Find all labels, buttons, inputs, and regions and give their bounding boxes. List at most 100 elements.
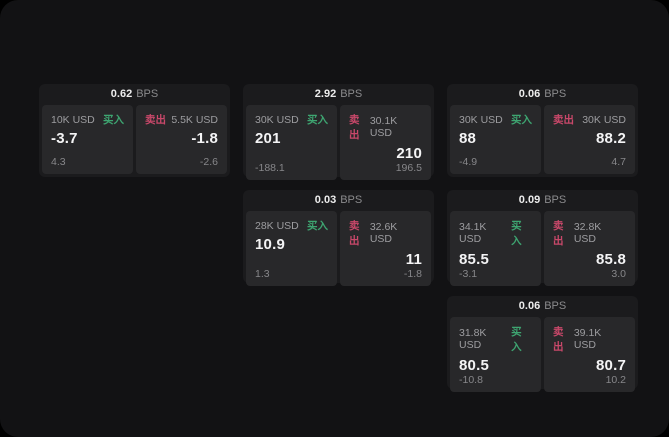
buy-panel-header: 10K USD 买入 bbox=[51, 112, 124, 127]
buy-panel-header: 30K USD 买入 bbox=[255, 112, 328, 127]
sell-amount: 5.5K USD bbox=[171, 113, 218, 126]
sell-panel-header: 卖出 32.8K USD bbox=[553, 218, 626, 248]
quote-card: 0.03 BPS 28K USD 买入 10.9 1.3 卖出 32.6K US… bbox=[243, 190, 434, 286]
bps-unit: BPS bbox=[340, 194, 363, 206]
bps-value: 2.92 bbox=[314, 88, 337, 100]
sell-panel[interactable]: 卖出 5.5K USD -1.8 -2.6 bbox=[136, 105, 227, 174]
quote-panels: 10K USD 买入 -3.7 4.3 卖出 5.5K USD -1.8 -2.… bbox=[42, 105, 227, 174]
buy-change: -3.1 bbox=[459, 268, 478, 280]
sell-change: -2.6 bbox=[199, 156, 218, 168]
sell-panel[interactable]: 卖出 30K USD 88.2 4.7 bbox=[544, 105, 635, 174]
buy-panel-header: 28K USD 买入 bbox=[255, 218, 328, 233]
quote-card: 0.06 BPS 31.8K USD 买入 80.5 -10.8 卖出 39.1… bbox=[447, 296, 638, 392]
buy-amount: 34.1K USD bbox=[459, 221, 487, 245]
sell-panel-header: 卖出 30.1K USD bbox=[349, 112, 422, 142]
buy-panel[interactable]: 31.8K USD 买入 80.5 -10.8 bbox=[450, 317, 541, 392]
buy-price: -3.7 bbox=[51, 130, 78, 147]
quote-panels: 34.1K USD 买入 85.5 -3.1 卖出 32.8K USD 85.8… bbox=[450, 211, 635, 286]
buy-tag: 买入 bbox=[511, 114, 532, 126]
buy-panel[interactable]: 28K USD 买入 10.9 1.3 bbox=[246, 211, 337, 286]
card-title: 2.92 BPS bbox=[246, 84, 431, 105]
buy-amount: 30K USD bbox=[255, 113, 299, 126]
sell-amount: 32.6K USD bbox=[369, 221, 398, 245]
buy-amount: 28K USD bbox=[255, 219, 299, 232]
sell-tag: 卖出 bbox=[349, 114, 360, 141]
bps-value: 0.06 bbox=[518, 300, 541, 312]
sell-price: -1.8 bbox=[191, 130, 218, 147]
bps-unit: BPS bbox=[544, 194, 567, 206]
bps-value: 0.09 bbox=[518, 194, 541, 206]
sell-panel[interactable]: 卖出 39.1K USD 80.7 10.2 bbox=[544, 317, 635, 392]
sell-price: 88.2 bbox=[596, 130, 626, 147]
buy-price: 80.5 bbox=[459, 357, 489, 374]
sell-panel[interactable]: 卖出 32.6K USD 11 -1.8 bbox=[340, 211, 431, 286]
sell-price: 11 bbox=[405, 251, 422, 268]
buy-change: -10.8 bbox=[459, 374, 483, 386]
bps-unit: BPS bbox=[340, 88, 363, 100]
sell-change: 4.7 bbox=[611, 156, 626, 168]
quote-panels: 31.8K USD 买入 80.5 -10.8 卖出 39.1K USD 80.… bbox=[450, 317, 635, 392]
sell-tag: 卖出 bbox=[553, 326, 564, 353]
quote-panels: 28K USD 买入 10.9 1.3 卖出 32.6K USD 11 -1.8 bbox=[246, 211, 431, 286]
sell-change: 196.5 bbox=[395, 162, 422, 174]
buy-amount: 10K USD bbox=[51, 113, 95, 126]
sell-panel[interactable]: 卖出 32.8K USD 85.8 3.0 bbox=[544, 211, 635, 286]
buy-panel-header: 31.8K USD 买入 bbox=[459, 324, 532, 354]
bps-value: 0.06 bbox=[518, 88, 541, 100]
buy-tag: 买入 bbox=[307, 220, 328, 232]
buy-price: 88 bbox=[459, 130, 477, 147]
buy-tag: 买入 bbox=[103, 114, 124, 126]
card-title: 0.03 BPS bbox=[246, 190, 431, 211]
sell-tag: 卖出 bbox=[349, 220, 360, 247]
card-title: 0.62 BPS bbox=[42, 84, 227, 105]
sell-price: 210 bbox=[396, 145, 422, 162]
bps-unit: BPS bbox=[544, 300, 567, 312]
buy-price: 85.5 bbox=[459, 251, 489, 268]
bps-value: 0.03 bbox=[314, 194, 337, 206]
sell-panel[interactable]: 卖出 30.1K USD 210 196.5 bbox=[340, 105, 431, 180]
bps-value: 0.62 bbox=[110, 88, 133, 100]
card-title: 0.09 BPS bbox=[450, 190, 635, 211]
sell-tag: 卖出 bbox=[553, 220, 564, 247]
bps-unit: BPS bbox=[544, 88, 567, 100]
card-title: 0.06 BPS bbox=[450, 84, 635, 105]
buy-panel-header: 34.1K USD 买入 bbox=[459, 218, 532, 248]
buy-amount: 30K USD bbox=[459, 113, 503, 126]
quote-panels: 30K USD 买入 88 -4.9 卖出 30K USD 88.2 4.7 bbox=[450, 105, 635, 174]
sell-amount: 30.1K USD bbox=[369, 115, 398, 139]
sell-panel-header: 卖出 39.1K USD bbox=[553, 324, 626, 354]
quote-card-grid: 0.62 BPS 10K USD 买入 -3.7 4.3 卖出 5.5K USD bbox=[39, 84, 638, 392]
quote-panels: 30K USD 买入 201 -188.1 卖出 30.1K USD 210 1… bbox=[246, 105, 431, 180]
buy-panel[interactable]: 10K USD 买入 -3.7 4.3 bbox=[42, 105, 133, 174]
quote-card: 2.92 BPS 30K USD 买入 201 -188.1 卖出 30.1K … bbox=[243, 84, 434, 180]
buy-panel[interactable]: 30K USD 买入 88 -4.9 bbox=[450, 105, 541, 174]
sell-panel-header: 卖出 32.6K USD bbox=[349, 218, 422, 248]
sell-price: 85.8 bbox=[596, 251, 626, 268]
quote-card: 0.09 BPS 34.1K USD 买入 85.5 -3.1 卖出 32.8K… bbox=[447, 190, 638, 286]
sell-amount: 32.8K USD bbox=[573, 221, 602, 245]
buy-tag: 买入 bbox=[307, 114, 328, 126]
sell-tag: 卖出 bbox=[145, 114, 166, 126]
quote-card: 0.62 BPS 10K USD 买入 -3.7 4.3 卖出 5.5K USD bbox=[39, 84, 230, 177]
sell-change: 3.0 bbox=[611, 268, 626, 280]
bps-unit: BPS bbox=[136, 88, 159, 100]
sell-tag: 卖出 bbox=[553, 114, 574, 126]
buy-tag: 买入 bbox=[511, 326, 522, 353]
sell-amount: 39.1K USD bbox=[573, 327, 602, 351]
sell-change: -1.8 bbox=[403, 268, 422, 280]
buy-change: 4.3 bbox=[51, 156, 66, 168]
sell-amount: 30K USD bbox=[582, 113, 626, 126]
buy-change: -4.9 bbox=[459, 156, 478, 168]
card-title: 0.06 BPS bbox=[450, 296, 635, 317]
quote-card: 0.06 BPS 30K USD 买入 88 -4.9 卖出 30K USD bbox=[447, 84, 638, 177]
sell-price: 80.7 bbox=[596, 357, 626, 374]
buy-tag: 买入 bbox=[511, 220, 522, 247]
buy-panel[interactable]: 34.1K USD 买入 85.5 -3.1 bbox=[450, 211, 541, 286]
buy-price: 201 bbox=[255, 130, 281, 147]
buy-change: -188.1 bbox=[255, 162, 285, 174]
buy-panel[interactable]: 30K USD 买入 201 -188.1 bbox=[246, 105, 337, 180]
buy-change: 1.3 bbox=[255, 268, 270, 280]
buy-price: 10.9 bbox=[255, 236, 285, 253]
buy-panel-header: 30K USD 买入 bbox=[459, 112, 532, 127]
